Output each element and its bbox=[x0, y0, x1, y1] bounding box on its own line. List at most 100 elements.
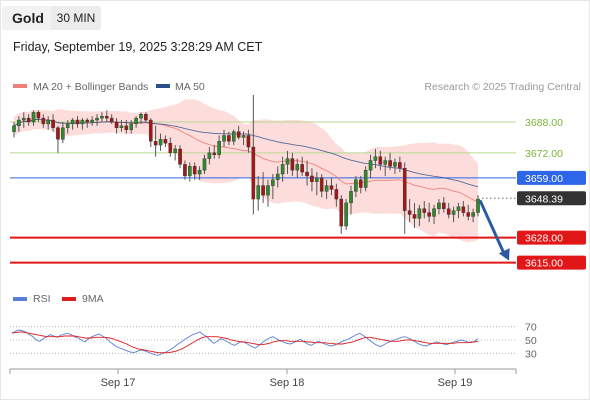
candle-body bbox=[446, 208, 451, 215]
level-label-3672.00: 3672.00 bbox=[525, 148, 563, 160]
candle-body bbox=[21, 117, 26, 121]
candle-body bbox=[46, 119, 50, 125]
candle-body bbox=[36, 112, 41, 119]
candle-body bbox=[290, 158, 295, 171]
candle-body bbox=[251, 146, 256, 200]
x-tick-label: Sep 17 bbox=[101, 377, 136, 389]
rsi-ma-legend-swatch bbox=[62, 297, 76, 301]
candle-body bbox=[100, 115, 104, 119]
candle-body bbox=[236, 131, 241, 138]
candle-body bbox=[17, 119, 21, 127]
candle-body bbox=[231, 131, 236, 142]
forecast-arrow-shaft bbox=[478, 199, 507, 257]
candle-body bbox=[217, 141, 221, 155]
rsi-tick-70: 70 bbox=[525, 322, 537, 334]
candle-body bbox=[461, 206, 466, 213]
candle-body bbox=[95, 117, 99, 121]
candle-body bbox=[80, 119, 85, 125]
candle-body bbox=[256, 185, 261, 200]
candle-body bbox=[158, 139, 163, 146]
level-label-3688.00: 3688.00 bbox=[525, 117, 563, 129]
timestamp: Friday, September 19, 2025 3:28:29 AM CE… bbox=[13, 40, 263, 54]
candle-body bbox=[178, 148, 182, 165]
candle-body bbox=[373, 156, 378, 161]
candle-body bbox=[402, 168, 407, 211]
candle-body bbox=[192, 166, 197, 175]
candle-body bbox=[271, 179, 275, 186]
candle-body bbox=[324, 185, 329, 192]
ma20-legend-swatch bbox=[13, 84, 27, 88]
candle-body bbox=[75, 119, 80, 125]
candle-body bbox=[442, 202, 446, 209]
candle-body bbox=[334, 189, 339, 200]
candle-body bbox=[197, 169, 202, 175]
candle-body bbox=[41, 117, 46, 125]
level-badge-3628.00 bbox=[517, 230, 586, 245]
level-label-3628.00: 3628.00 bbox=[525, 233, 563, 245]
forecast-arrow bbox=[478, 197, 516, 261]
level-badge-3659.00 bbox=[517, 170, 586, 185]
candle-body bbox=[246, 135, 251, 148]
candle-body bbox=[275, 173, 280, 180]
candle-body bbox=[437, 202, 441, 209]
current-price-label: 3648.39 bbox=[525, 193, 563, 205]
candle-body bbox=[61, 127, 65, 140]
candlesticks bbox=[12, 95, 480, 234]
current-price-badge bbox=[517, 191, 586, 206]
candle-body bbox=[266, 185, 270, 196]
candle-body bbox=[300, 164, 304, 173]
candle-body bbox=[456, 206, 461, 211]
ma50-line bbox=[13, 118, 479, 188]
candle-body bbox=[319, 177, 324, 192]
candle-body bbox=[26, 117, 31, 123]
candle-body bbox=[134, 117, 138, 125]
candle-body bbox=[315, 177, 319, 182]
candle-body bbox=[139, 114, 143, 119]
candle-body bbox=[407, 210, 412, 215]
rsi-line bbox=[11, 329, 479, 356]
candle-body bbox=[285, 158, 290, 165]
candle-body bbox=[31, 112, 36, 123]
candle-body bbox=[153, 141, 158, 146]
candle-body bbox=[329, 185, 334, 190]
price-labels: 3688.00 3672.00 3659.00 3628.00 3615.00 3648.… bbox=[517, 117, 586, 270]
candle-body bbox=[202, 158, 207, 171]
candle-body bbox=[85, 119, 90, 123]
moving-averages bbox=[13, 118, 479, 202]
forecast-arrow-head bbox=[498, 248, 510, 261]
candle-body bbox=[451, 210, 456, 215]
candle-body bbox=[188, 166, 192, 177]
candle-body bbox=[393, 162, 397, 167]
candle-body bbox=[388, 160, 392, 167]
level-label-3615.00: 3615.00 bbox=[525, 258, 563, 270]
x-axis: Sep 17 Sep 18 Sep 19 bbox=[9, 369, 517, 389]
candle-body bbox=[144, 114, 148, 121]
candle-body bbox=[412, 214, 417, 219]
timeframe-tab[interactable]: 30 MIN bbox=[51, 6, 101, 30]
candle-body bbox=[212, 152, 217, 155]
candle-body bbox=[129, 123, 134, 130]
candle-body bbox=[183, 164, 187, 177]
candle-body bbox=[344, 202, 348, 227]
candle-body bbox=[471, 212, 475, 217]
candle-body bbox=[104, 115, 109, 119]
level-label-3659.00: 3659.00 bbox=[525, 173, 563, 185]
candle-body bbox=[124, 125, 129, 130]
candle-body bbox=[363, 169, 368, 188]
candle-body bbox=[383, 160, 388, 165]
candle-body bbox=[227, 135, 231, 142]
bollinger-band-area bbox=[14, 99, 478, 243]
level-badge-3615.00 bbox=[517, 255, 586, 270]
candle-body bbox=[368, 160, 373, 171]
candle-body bbox=[168, 142, 173, 154]
candle-body bbox=[378, 156, 383, 165]
candle-body bbox=[466, 212, 471, 217]
candle-body bbox=[339, 198, 344, 227]
rsi-ma-legend-label: 9MA bbox=[82, 293, 104, 305]
rsi-ma-line bbox=[12, 331, 479, 354]
candle-body bbox=[241, 135, 246, 138]
ma50-legend-swatch bbox=[156, 84, 170, 88]
symbol-tab[interactable]: Gold bbox=[2, 6, 58, 30]
